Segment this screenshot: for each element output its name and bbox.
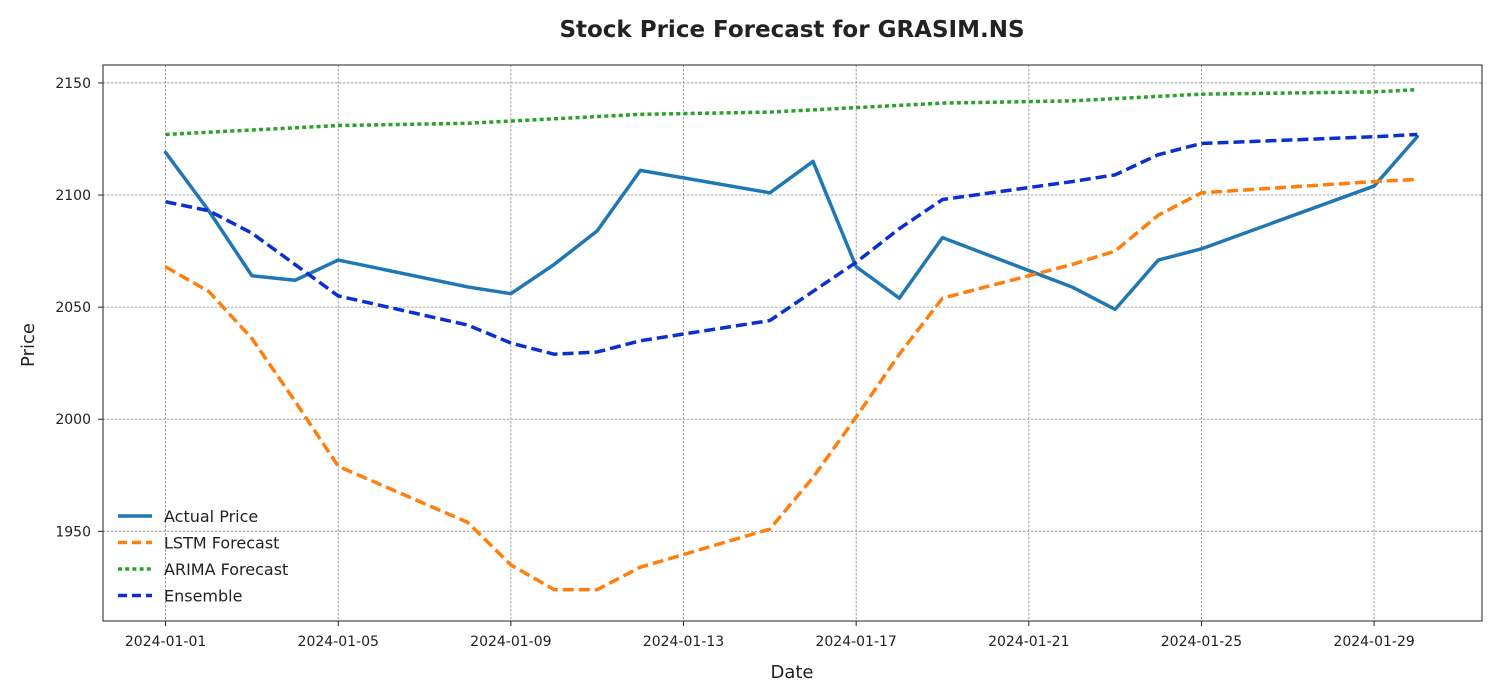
x-tick-label: 2024-01-05 <box>298 634 379 650</box>
legend-label-lstm-forecast: LSTM Forecast <box>164 534 279 553</box>
gridlines <box>103 65 1482 621</box>
y-tick-label: 2150 <box>55 76 91 92</box>
tick-labels: 2024-01-01 2024-01-05 2024-01-09 2024-01-13… <box>55 76 1414 650</box>
series-lines <box>163 87 1420 592</box>
legend-label-arima-forecast: ARIMA Forecast <box>164 560 288 579</box>
x-axis-label: Date <box>770 662 813 683</box>
y-tick-label: 2100 <box>55 188 91 204</box>
legend: Actual Price LSTM Forecast ARIMA Forecast E… <box>118 507 288 606</box>
legend-label-actual-price: Actual Price <box>164 507 258 526</box>
x-tick-label: 2024-01-21 <box>988 634 1069 650</box>
plot-frame <box>102 64 1483 622</box>
x-tick-label: 2024-01-01 <box>125 634 206 650</box>
x-tick-label: 2024-01-09 <box>470 634 551 650</box>
series-line-lstm-forecast <box>164 177 1418 592</box>
y-tick-label: 1950 <box>55 524 91 540</box>
y-tick-label: 2050 <box>55 300 91 316</box>
series-line-ensemble <box>165 132 1418 356</box>
x-tick-label: 2024-01-13 <box>643 634 724 650</box>
x-tick-label: 2024-01-29 <box>1333 634 1414 650</box>
series-line-arima-forecast <box>165 87 1418 137</box>
x-tick-label: 2024-01-17 <box>815 634 896 650</box>
chart-title: Stock Price Forecast for GRASIM.NS <box>559 17 1024 43</box>
y-tick-label: 2000 <box>55 412 91 428</box>
legend-label-ensemble: Ensemble <box>164 587 242 606</box>
x-tick-label: 2024-01-25 <box>1161 634 1242 650</box>
y-axis-label: Price <box>18 323 39 367</box>
